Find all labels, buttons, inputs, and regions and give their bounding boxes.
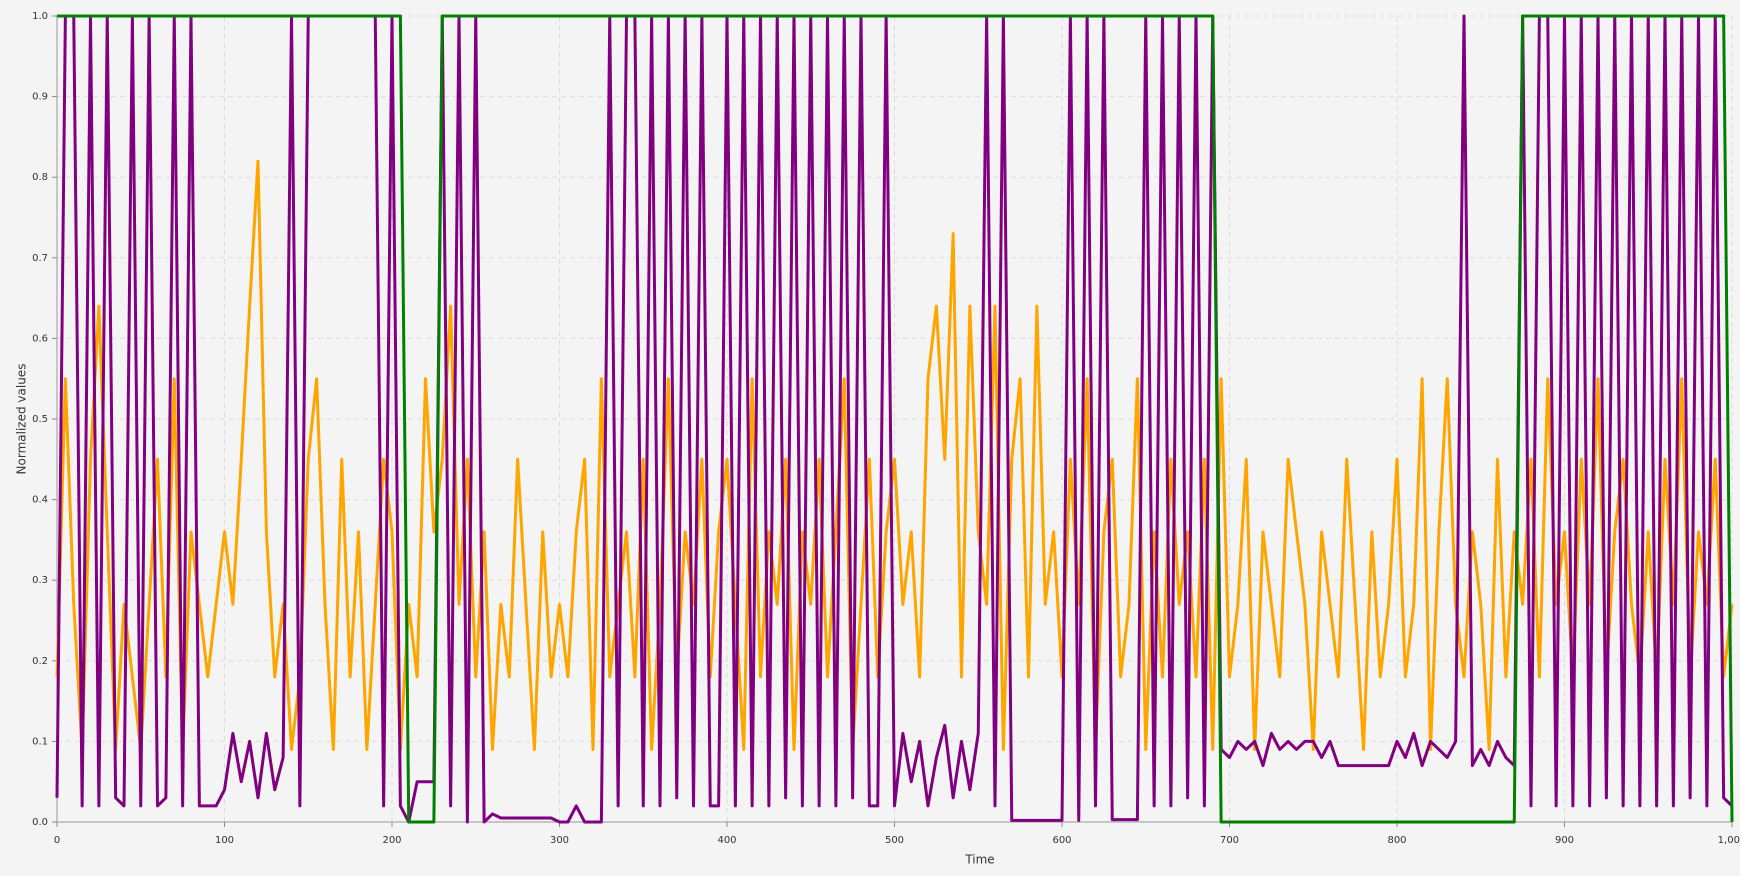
y-tick-label: 0.0	[32, 817, 48, 828]
y-tick-label: 0.3	[32, 575, 48, 586]
x-tick-label: 600	[1052, 835, 1071, 846]
x-axis-label: Time	[964, 853, 994, 867]
x-tick-label: 700	[1220, 835, 1239, 846]
x-tick-label: 900	[1555, 835, 1574, 846]
y-tick-label: 0.5	[32, 414, 48, 425]
y-tick-label: 0.1	[32, 736, 48, 747]
y-tick-label: 0.8	[32, 172, 48, 183]
x-tick-label: 500	[885, 835, 904, 846]
x-tick-label: 100	[215, 835, 234, 846]
y-tick-label: 0.7	[32, 253, 48, 264]
y-tick-label: 0.9	[32, 92, 48, 103]
x-tick-label: 300	[550, 835, 569, 846]
line-series	[57, 14, 1734, 824]
x-tick-label: 800	[1387, 835, 1406, 846]
x-tick-label: 1,000	[1718, 835, 1740, 846]
y-tick-label: 1.0	[32, 11, 48, 22]
x-tick-label: 200	[382, 835, 401, 846]
y-tick-label: 0.2	[32, 656, 48, 667]
y-axis-label: Normalized values	[15, 364, 29, 475]
x-tick-label: 0	[54, 835, 60, 846]
y-tick-label: 0.4	[32, 495, 48, 506]
x-tick-label: 400	[717, 835, 736, 846]
line-series	[55, 159, 1734, 751]
y-tick-label: 0.6	[32, 333, 48, 344]
